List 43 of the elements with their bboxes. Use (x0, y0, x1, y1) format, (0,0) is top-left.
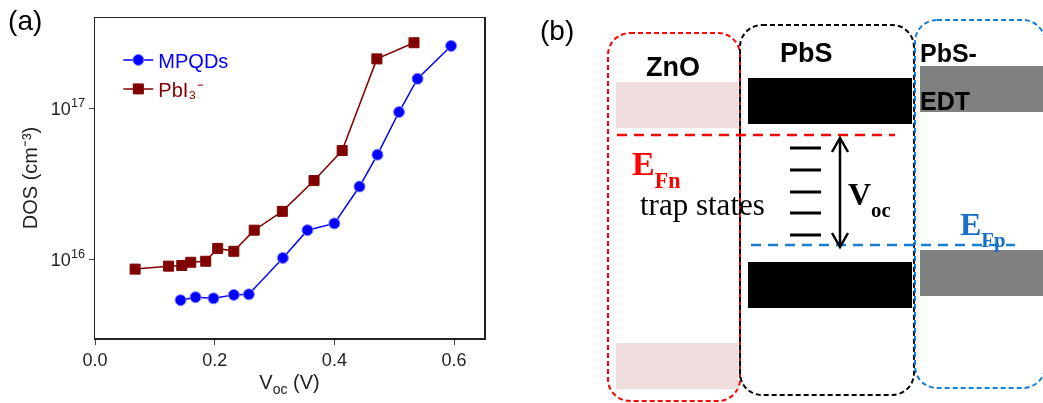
text: ZnO (646, 52, 700, 82)
point (200, 255, 212, 267)
point (393, 106, 406, 119)
point (336, 145, 348, 157)
point (371, 148, 384, 161)
point (371, 53, 383, 65)
x-tick-label: 0.6 (441, 350, 467, 371)
legend-label: MPQDs (158, 49, 229, 72)
x-tick-label: 0.2 (202, 350, 228, 371)
text: V$_{oc}$ (848, 176, 891, 221)
text: PbS-EDT (920, 39, 977, 115)
point (242, 288, 255, 301)
x-tick-label: 0.0 (82, 350, 108, 371)
point (163, 260, 175, 272)
y-tick-label: 10$^{16}$ (50, 247, 85, 270)
point (445, 39, 458, 52)
point (411, 72, 424, 85)
x-axis-title: V$_{oc}$ (V) (259, 371, 320, 397)
point (301, 224, 314, 237)
point (129, 263, 141, 275)
text: (b) (540, 15, 575, 46)
point (276, 205, 288, 217)
y-tick-label: 10$^{17}$ (50, 96, 85, 119)
point (308, 175, 320, 187)
point (408, 37, 420, 49)
text: E$_{Fn}$ (632, 145, 681, 193)
point (207, 292, 220, 305)
point (248, 224, 260, 236)
point (227, 288, 240, 301)
text: PbS (780, 38, 833, 68)
point (328, 217, 341, 230)
point (189, 291, 202, 304)
point (185, 256, 197, 268)
legend-label: PbI₃⁻ (158, 78, 204, 101)
chart-title: (a) (8, 4, 43, 36)
point (353, 180, 366, 193)
point (174, 294, 187, 307)
y-axis-title: DOS (cm⁻³) (18, 126, 41, 230)
x-tick-label: 0.4 (321, 350, 347, 371)
text: E$_{Fp}$ (960, 206, 1006, 252)
point (276, 251, 289, 264)
point (228, 245, 240, 257)
point (212, 242, 224, 254)
